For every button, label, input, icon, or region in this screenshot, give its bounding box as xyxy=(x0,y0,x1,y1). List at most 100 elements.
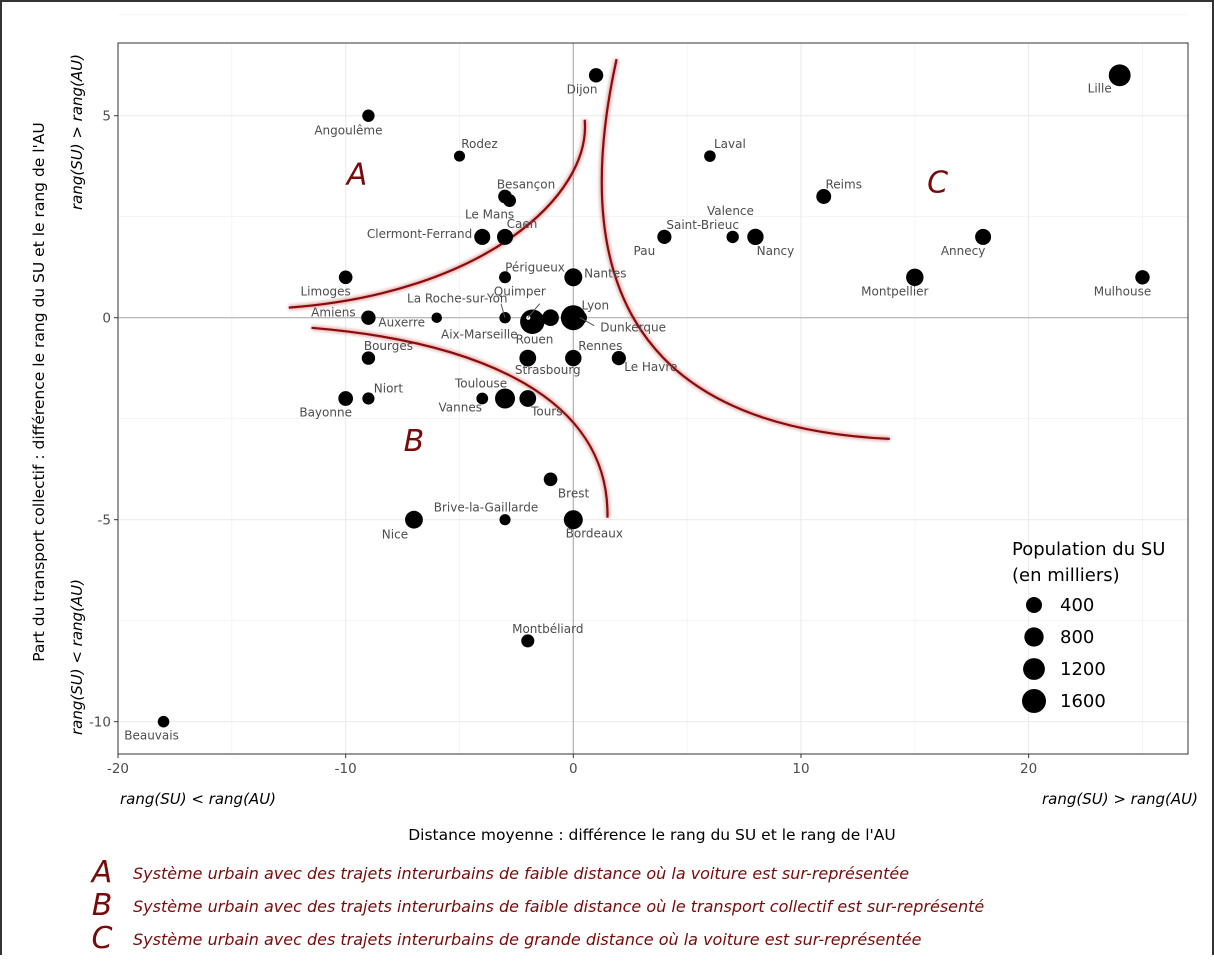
y-axis-title: Part du transport collectif : différence… xyxy=(30,122,48,662)
city-label: Bordeaux xyxy=(566,527,623,541)
zone-notes: A Système urbain avec des trajets interur… xyxy=(90,855,985,956)
label-leader-line xyxy=(500,303,506,318)
city-point xyxy=(431,312,442,323)
city-label: Niort xyxy=(374,382,404,396)
city-label: Rennes xyxy=(578,339,622,353)
city-label: Besançon xyxy=(497,178,555,192)
city-label: Aix-Marseille xyxy=(441,328,518,342)
legend-label: 800 xyxy=(1060,627,1094,648)
note-letter: A xyxy=(90,855,113,890)
city-label: Bourges xyxy=(364,339,413,353)
city-label: La Roche-sur-Yon xyxy=(407,292,508,306)
legend-key xyxy=(1026,597,1042,613)
city-label: Limoges xyxy=(301,284,351,298)
city-label: Clermont-Ferrand xyxy=(367,227,472,241)
city-label: Nancy xyxy=(757,244,795,258)
note-text: Système urbain avec des trajets interurb… xyxy=(133,864,909,883)
city-label: Laval xyxy=(714,137,746,151)
x-axis-title: Distance moyenne : différence le rang du… xyxy=(408,826,896,844)
x-axis-ticks: -20 -10 0 10 20 xyxy=(107,754,1037,777)
zone-letter: B xyxy=(404,424,425,459)
city-label: Brest xyxy=(558,486,590,500)
x-tick-label: 0 xyxy=(569,761,578,777)
legend-key xyxy=(1023,658,1045,680)
city-point xyxy=(405,510,423,529)
city-label: Quimper xyxy=(494,285,546,299)
zone-curve xyxy=(311,326,609,518)
zero-reference-lines xyxy=(118,43,1188,754)
zone-curve xyxy=(600,58,890,440)
city-point xyxy=(1108,64,1131,87)
city-point xyxy=(361,310,376,325)
legend-label: 400 xyxy=(1060,595,1094,616)
x-tick-label: 20 xyxy=(1020,761,1037,777)
city-label: Valence xyxy=(707,204,754,218)
city-point xyxy=(519,349,537,367)
city-point xyxy=(726,230,739,244)
city-point xyxy=(338,391,354,406)
city-point xyxy=(704,150,716,162)
city-point xyxy=(564,268,583,287)
city-label: Dunkerque xyxy=(600,321,666,335)
y-tick-label: -10 xyxy=(89,715,111,731)
city-label: Strasbourg xyxy=(515,363,581,377)
city-points xyxy=(157,64,1150,728)
city-point xyxy=(338,270,353,285)
city-label: Le Havre xyxy=(624,360,677,374)
label-leader-line xyxy=(527,303,541,319)
city-label: Lyon xyxy=(581,299,609,313)
x-tick-label: 10 xyxy=(792,761,809,777)
x-tick-label: -20 xyxy=(107,761,129,777)
legend-title-line1: Population du SU xyxy=(1012,539,1165,560)
zone-letter: A xyxy=(345,157,368,192)
city-label: Lille xyxy=(1088,81,1112,95)
city-point xyxy=(453,150,466,162)
y-extreme-bottom: rang(SU) < rang(AU) xyxy=(68,579,86,735)
city-label: Le Mans xyxy=(465,208,514,222)
city-point xyxy=(906,268,924,287)
city-point xyxy=(519,390,537,407)
x-tick-label: -10 xyxy=(335,761,357,777)
city-point xyxy=(542,309,559,327)
city-point xyxy=(495,388,516,409)
city-point xyxy=(747,228,764,245)
city-label: Angoulême xyxy=(314,124,382,138)
y-extreme-top: rang(SU) > rang(AU) xyxy=(68,54,86,210)
city-point xyxy=(474,228,491,245)
label-leader-line xyxy=(579,317,595,327)
legend-label: 1600 xyxy=(1060,691,1106,712)
city-label: Saint-Brieuc xyxy=(666,218,739,232)
legend-label: 1200 xyxy=(1060,659,1106,680)
note-letter: C xyxy=(92,921,113,956)
city-label: Toulouse xyxy=(454,377,507,391)
city-point xyxy=(565,349,582,367)
city-label: Bayonne xyxy=(299,406,352,420)
city-point xyxy=(657,229,672,245)
city-label: Rodez xyxy=(461,137,497,151)
city-point xyxy=(499,514,511,526)
note-text: Système urbain avec des trajets interurb… xyxy=(133,897,984,916)
city-label: Nice xyxy=(382,528,408,542)
city-point xyxy=(499,312,511,324)
city-point xyxy=(362,109,375,122)
note-letter: B xyxy=(92,888,113,923)
city-point xyxy=(362,392,375,405)
plot-panel-border xyxy=(117,42,1189,755)
city-point xyxy=(497,228,514,245)
x-extreme-right: rang(SU) > rang(AU) xyxy=(1042,790,1198,808)
city-point xyxy=(975,228,992,245)
city-point xyxy=(1135,270,1150,285)
plot-panel xyxy=(118,43,1188,754)
y-axis-ticks: -10 -5 0 5 xyxy=(89,109,118,731)
city-point xyxy=(499,271,512,284)
city-point xyxy=(476,392,489,405)
city-label: Périgueux xyxy=(505,260,565,274)
city-point xyxy=(563,510,583,530)
city-label: Dijon xyxy=(567,82,598,96)
y-tick-label: -5 xyxy=(98,513,111,529)
city-label: Montbéliard xyxy=(512,622,583,636)
city-label: Pau xyxy=(634,244,656,258)
city-point xyxy=(361,351,376,365)
